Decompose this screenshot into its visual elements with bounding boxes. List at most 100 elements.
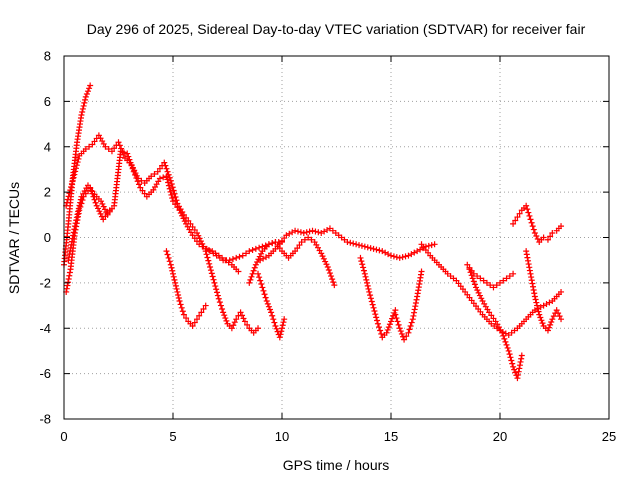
- data-point: [108, 148, 115, 155]
- data-point: [369, 301, 376, 308]
- data-point: [549, 229, 556, 236]
- data-point: [399, 254, 406, 261]
- data-point: [324, 263, 331, 270]
- data-point: [279, 325, 285, 332]
- data-point: [325, 267, 332, 274]
- data-point: [262, 242, 269, 249]
- data-point: [515, 368, 522, 375]
- data-point: [524, 254, 531, 261]
- data-point: [225, 259, 232, 266]
- data-point: [358, 258, 365, 265]
- data-point: [370, 304, 377, 311]
- data-point: [548, 319, 555, 326]
- data-point: [86, 143, 93, 150]
- data-point: [292, 227, 299, 234]
- data-point: [510, 220, 517, 227]
- x-tick-label: 5: [169, 429, 176, 444]
- data-point: [523, 251, 530, 258]
- data-point: [255, 256, 262, 263]
- data-point: [243, 250, 250, 257]
- data-point: [67, 187, 74, 194]
- data-point: [405, 329, 412, 336]
- data-point: [547, 233, 554, 240]
- data-point: [312, 228, 319, 235]
- data-point: [116, 142, 123, 149]
- data-point: [527, 270, 534, 277]
- data-point: [214, 289, 221, 296]
- y-tick-label: 0: [44, 230, 51, 245]
- data-point: [246, 279, 253, 286]
- chart-title: Day 296 of 2025, Sidereal Day-to-day VTE…: [87, 21, 586, 37]
- data-point: [220, 309, 227, 316]
- data-point: [518, 352, 525, 359]
- data-point: [516, 362, 523, 369]
- data-point: [261, 291, 268, 298]
- data-point: [376, 247, 383, 254]
- data-point: [363, 276, 370, 283]
- x-tick-label: 25: [602, 429, 616, 444]
- data-point: [191, 319, 198, 326]
- data-point: [250, 267, 257, 274]
- data-point: [490, 315, 497, 322]
- data-point: [402, 253, 409, 260]
- data-point: [180, 215, 187, 222]
- data-point: [322, 258, 329, 265]
- data-point: [154, 168, 161, 175]
- ticks-layer: 0 5 10 15 20 25 -8 -6 -4 -2 0 2 4 6 8: [39, 49, 616, 445]
- data-point: [209, 273, 216, 280]
- data-point: [252, 245, 259, 252]
- data-point: [196, 312, 203, 319]
- data-point: [501, 335, 508, 342]
- data-point: [558, 316, 565, 323]
- data-point: [207, 267, 214, 274]
- data-point: [528, 274, 535, 281]
- data-point: [328, 273, 335, 280]
- data-point: [269, 312, 276, 319]
- data-point: [486, 309, 493, 316]
- data-point: [396, 325, 403, 332]
- data-point: [163, 248, 170, 255]
- data-point: [507, 354, 514, 361]
- data-point: [173, 285, 180, 292]
- data-point: [388, 252, 394, 259]
- data-point: [65, 193, 72, 200]
- data-point: [125, 153, 132, 160]
- data-point: [265, 241, 272, 248]
- data-point: [255, 325, 262, 332]
- data-point: [165, 179, 172, 186]
- data-point: [410, 312, 417, 319]
- data-point: [370, 245, 377, 252]
- data-point: [210, 276, 217, 283]
- data-point: [82, 146, 89, 153]
- data-point: [390, 253, 397, 260]
- data-point: [240, 315, 247, 322]
- data-point: [90, 193, 97, 200]
- data-point: [128, 162, 135, 169]
- data-point: [371, 308, 378, 315]
- data-point: [527, 216, 534, 223]
- data-point: [549, 316, 556, 323]
- data-point: [88, 187, 95, 194]
- data-point: [163, 165, 170, 172]
- data-point: [91, 138, 98, 145]
- data-point: [230, 322, 237, 329]
- data-point: [79, 108, 86, 115]
- data-point: [126, 156, 133, 163]
- data-point: [162, 162, 169, 169]
- data-point: [509, 360, 516, 367]
- data-point: [535, 308, 542, 315]
- data-point: [130, 168, 137, 175]
- data-point: [330, 279, 337, 286]
- data-point: [64, 196, 71, 203]
- data-point: [124, 150, 131, 157]
- data-point: [531, 290, 538, 297]
- data-point: [505, 347, 512, 354]
- data-point: [272, 322, 279, 329]
- data-point: [63, 199, 70, 206]
- data-point: [367, 295, 374, 302]
- data-point: [508, 357, 515, 364]
- data-point: [73, 223, 80, 230]
- data-point: [256, 244, 263, 251]
- data-point: [364, 244, 371, 251]
